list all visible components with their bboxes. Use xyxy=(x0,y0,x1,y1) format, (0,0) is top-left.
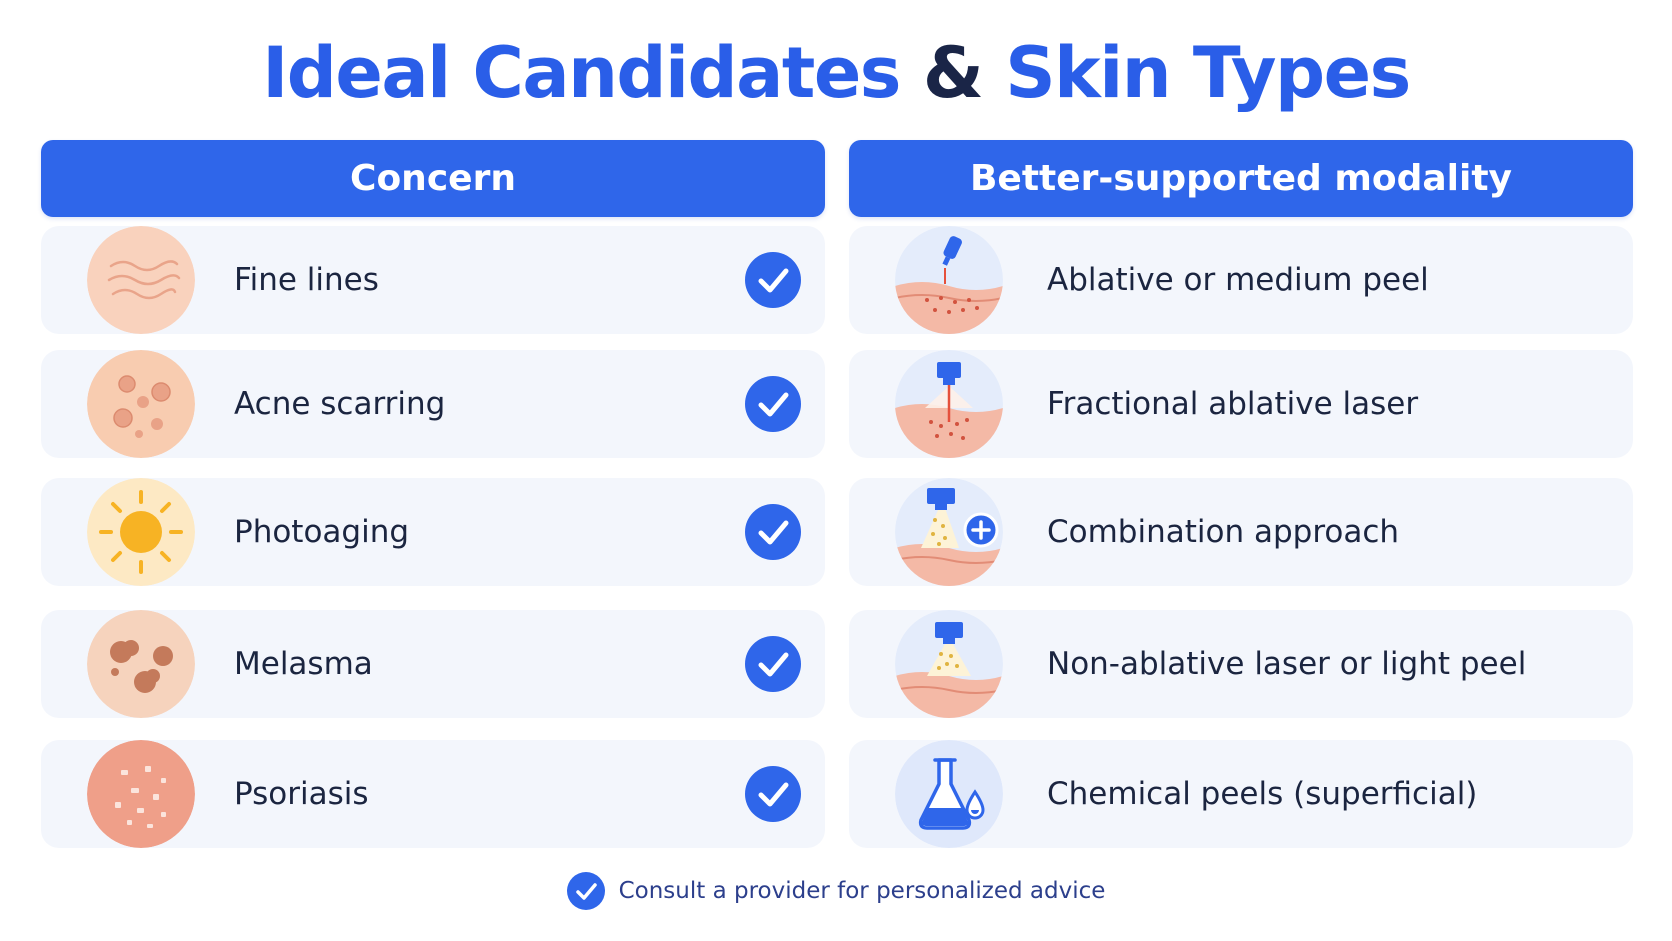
check-circle-icon xyxy=(745,252,801,308)
concern-label: Fine lines xyxy=(234,262,379,298)
concern-label: Melasma xyxy=(234,646,373,682)
fractional-laser-icon xyxy=(895,350,1003,458)
modality-label: Fractional ablative laser xyxy=(1047,386,1419,422)
flask-icon xyxy=(895,740,1003,848)
melasma-spots-icon xyxy=(87,610,195,718)
concern-label: Photoaging xyxy=(234,514,410,550)
modality-label: Ablative or medium peel xyxy=(1047,262,1429,298)
check-circle-icon xyxy=(745,636,801,692)
concern-column: Concern Fine lines xyxy=(41,140,825,848)
concern-row-photoaging: Photoaging xyxy=(41,478,825,586)
footer-text: Consult a provider for personalized advi… xyxy=(618,878,1106,904)
concern-row-acne-scarring: Acne scarring xyxy=(41,350,825,458)
title-ampersand: & xyxy=(922,32,984,114)
concern-header: Concern xyxy=(41,140,825,217)
title-part-1: Ideal Candidates xyxy=(262,32,901,114)
check-circle-icon xyxy=(745,504,801,560)
check-circle-icon xyxy=(745,766,801,822)
acne-scarring-icon xyxy=(87,350,195,458)
sun-icon xyxy=(87,478,195,586)
modality-row-chemical-peels: Chemical peels (superficial) xyxy=(849,740,1633,848)
combination-icon xyxy=(895,478,1003,586)
psoriasis-icon xyxy=(87,740,195,848)
page-title: Ideal Candidates & Skin Types xyxy=(0,28,1672,118)
modality-row-fractional-laser: Fractional ablative laser xyxy=(849,350,1633,458)
concern-row-psoriasis: Psoriasis xyxy=(41,740,825,848)
concern-row-fine-lines: Fine lines xyxy=(41,226,825,334)
modality-header: Better-supported modality xyxy=(849,140,1633,217)
concern-label: Psoriasis xyxy=(234,776,369,812)
footer-note: Consult a provider for personalized advi… xyxy=(0,872,1672,910)
ablative-peel-icon xyxy=(895,226,1003,334)
modality-label: Non-ablative laser or light peel xyxy=(1047,646,1527,682)
fine-lines-icon xyxy=(87,226,195,334)
concern-label: Acne scarring xyxy=(234,386,446,422)
modality-label: Combination approach xyxy=(1047,514,1400,550)
concern-row-melasma: Melasma xyxy=(41,610,825,718)
modality-row-combination: Combination approach xyxy=(849,478,1633,586)
check-circle-icon xyxy=(566,872,605,910)
modality-column: Better-supported modality xyxy=(849,140,1633,848)
check-circle-icon xyxy=(745,376,801,432)
title-part-2: Skin Types xyxy=(1005,32,1411,114)
modality-row-ablative-peel: Ablative or medium peel xyxy=(849,226,1633,334)
non-ablative-laser-icon xyxy=(895,610,1003,718)
modality-label: Chemical peels (superficial) xyxy=(1047,776,1478,812)
modality-row-non-ablative: Non-ablative laser or light peel xyxy=(849,610,1633,718)
